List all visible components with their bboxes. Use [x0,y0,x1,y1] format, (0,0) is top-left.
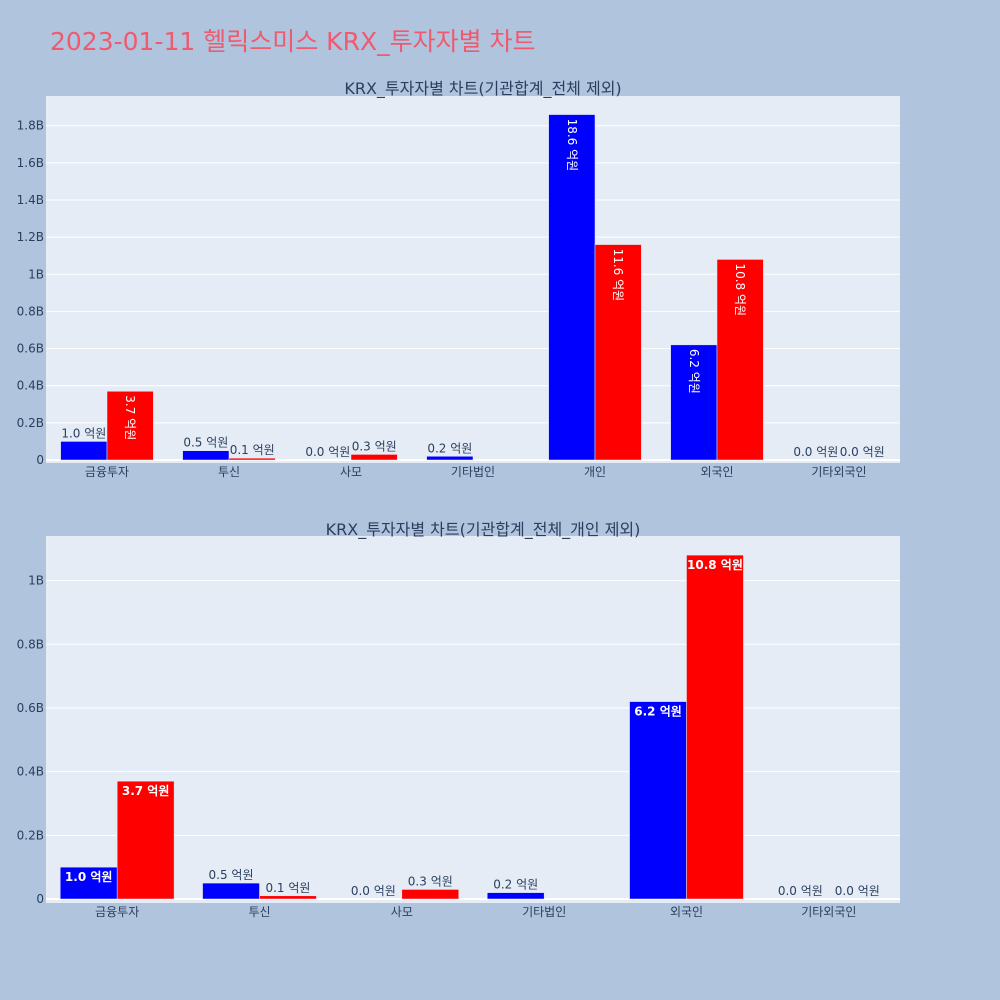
y-tick-label: 1B [28,574,44,588]
bar [350,454,398,461]
bar [106,391,154,461]
chart-title: KRX_투자자별 차트(기관합계_전체 제외) [344,79,621,99]
y-tick-label: 0.4B [17,379,44,393]
y-tick-label: 1B [28,267,44,281]
data-label: 0.0 억원 [840,445,885,459]
data-label: 0.2 억원 [427,441,472,455]
data-label: 0.3 억원 [352,439,397,453]
x-tick-label: 투신 [218,465,240,479]
bar [686,554,744,900]
data-label: 10.8 억원 [687,558,743,572]
data-label: 6.2 억원 [634,705,682,719]
plot-area [46,536,900,903]
x-tick-label: 투신 [248,905,270,919]
y-tick-label: 1.8B [17,119,44,133]
y-tick-label: 0 [36,453,44,467]
y-tick-label: 0.4B [17,765,44,779]
x-tick-label: 기타법인 [522,905,566,919]
x-tick-label: 금융투자 [85,465,129,479]
y-tick-label: 1.6B [17,156,44,170]
y-tick-label: 0.8B [17,637,44,651]
data-label: 0.0 억원 [305,445,350,459]
chart-2: 0 0.2B 0.4B 0.6B 0.8B 1B KRX_투자자별 차트(기관합계_전체_개… [17,520,900,919]
bar [182,450,230,461]
data-label: 6.2 억원 [687,349,701,394]
data-label: 0.5 억원 [183,436,228,450]
page-title: 2023-01-11 헬릭스미스 KRX_투자자별 차트 [50,27,536,56]
data-label: 0.0 억원 [778,884,823,898]
y-tick-label: 0.6B [17,701,44,715]
bar [60,441,108,461]
bar [594,244,642,461]
bar [116,780,175,900]
data-label: 3.7 억원 [122,784,170,798]
x-tick-label: 기타외국인 [801,905,856,919]
x-tick-label: 사모 [340,465,362,479]
data-label: 0.0 억원 [835,884,880,898]
y-tick-label: 1.4B [17,193,44,207]
bar [426,456,474,461]
data-label: 0.1 억원 [265,881,310,895]
data-label: 0.2 억원 [493,878,538,892]
data-label: 0.0 억원 [793,445,838,459]
data-label: 3.7 억원 [123,395,137,440]
data-label: 0.1 억원 [230,443,275,457]
x-tick-label: 개인 [584,465,606,479]
bar [59,866,118,900]
bar [228,457,276,461]
y-tick-label: 0 [36,892,44,906]
bar [629,701,687,900]
y-tick-label: 0.2B [17,416,44,430]
bar [486,892,545,900]
x-tick-label: 기타법인 [451,465,495,479]
bar [670,344,718,461]
bar [716,259,764,461]
x-tick-label: 금융투자 [95,905,139,919]
y-tick-label: 0.8B [17,304,44,318]
data-label: 0.5 억원 [209,868,254,882]
data-label: 1.0 억원 [61,426,106,440]
plot-area [46,96,900,463]
bar [548,114,596,461]
y-tick-label: 0.6B [17,342,44,356]
y-tick-label: 0.2B [17,828,44,842]
data-label: 10.8 억원 [733,263,747,316]
x-tick-label: 외국인 [670,905,703,919]
bar [401,889,460,900]
data-label: 11.6 억원 [611,249,625,302]
data-label: 1.0 억원 [65,870,113,884]
data-label: 0.3 억원 [408,874,453,888]
y-tick-label: 1.2B [17,230,44,244]
chart-1: 0 0.2B 0.4B 0.6B 0.8B 1B 1.2B 1.4B 1.6B 1.8B KRX_투… [17,79,900,479]
data-label: 18.6 억원 [565,119,579,172]
bar [202,882,260,900]
x-tick-label: 기타외국인 [811,465,866,479]
x-tick-label: 외국인 [700,465,733,479]
data-label: 0.0 억원 [351,884,396,898]
bar [259,895,317,900]
x-tick-label: 사모 [391,905,413,919]
chart-title: KRX_투자자별 차트(기관합계_전체_개인 제외) [326,520,641,540]
